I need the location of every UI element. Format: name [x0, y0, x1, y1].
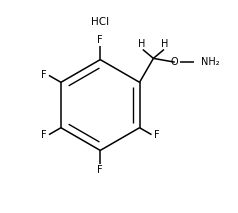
Text: F: F	[41, 130, 47, 140]
Text: H: H	[161, 39, 169, 49]
Text: F: F	[41, 71, 47, 81]
Text: F: F	[97, 35, 103, 45]
Text: F: F	[97, 165, 103, 175]
Text: O: O	[171, 57, 178, 67]
Text: F: F	[154, 130, 159, 140]
Text: HCl: HCl	[91, 17, 109, 27]
Text: H: H	[138, 39, 145, 49]
Text: NH₂: NH₂	[201, 57, 220, 67]
